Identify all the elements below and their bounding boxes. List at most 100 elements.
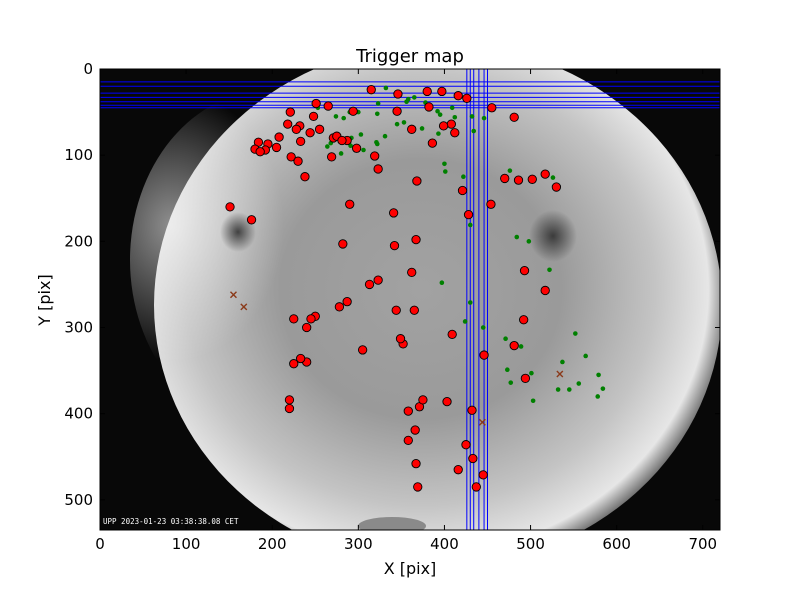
red-trigger-point: [366, 85, 376, 95]
green-trigger-point: [394, 121, 400, 127]
green-trigger-point: [507, 168, 513, 173]
cross-marker: [229, 291, 237, 299]
red-trigger-point: [438, 121, 449, 131]
green-trigger-point: [325, 144, 330, 149]
green-trigger-point: [529, 370, 534, 376]
green-trigger-point: [382, 133, 388, 139]
red-trigger-point: [337, 135, 347, 146]
red-trigger-point: [424, 102, 434, 112]
red-trigger-point: [342, 297, 352, 307]
red-trigger-point: [338, 239, 348, 249]
green-trigger-point: [442, 161, 447, 167]
red-trigger-point: [323, 101, 333, 111]
red-trigger-point: [457, 185, 468, 196]
x-tick-label: 600: [602, 535, 631, 553]
red-trigger-point: [295, 353, 306, 364]
green-trigger-point: [469, 114, 475, 119]
green-trigger-point: [503, 336, 508, 342]
red-trigger-point: [373, 164, 383, 174]
green-trigger-point: [514, 234, 520, 240]
red-trigger-point: [418, 395, 428, 405]
red-trigger-point: [411, 459, 421, 469]
red-trigger-point: [540, 169, 550, 179]
green-trigger-point: [375, 101, 381, 106]
red-trigger-point: [519, 315, 529, 325]
y-tick-label: 500: [64, 491, 93, 509]
cross-marker: [556, 370, 564, 378]
green-trigger-point: [583, 353, 588, 359]
red-trigger-point: [453, 465, 463, 475]
red-trigger-point: [478, 470, 488, 480]
red-trigger-point: [446, 119, 456, 129]
red-trigger-point: [461, 440, 471, 450]
red-trigger-point: [305, 128, 315, 138]
x-tick-label: 200: [258, 535, 287, 553]
red-trigger-point: [289, 359, 299, 369]
red-trigger-point: [486, 199, 496, 209]
red-trigger-point: [471, 482, 481, 492]
chart-title: Trigger map: [355, 46, 464, 67]
green-trigger-point: [461, 174, 466, 180]
green-trigger-point: [526, 239, 532, 244]
red-trigger-point: [409, 305, 419, 315]
y-tick-label: 200: [64, 232, 93, 250]
red-trigger-point: [364, 279, 375, 290]
red-trigger-point: [373, 275, 383, 285]
green-trigger-point: [374, 111, 380, 117]
red-trigger-point: [513, 175, 524, 185]
red-trigger-point: [487, 103, 497, 113]
green-trigger-point: [437, 112, 443, 117]
trigger-points: [225, 85, 606, 492]
x-tick-label: 400: [430, 535, 459, 553]
red-trigger-point: [388, 208, 399, 218]
red-trigger-point: [540, 285, 550, 296]
red-trigger-point: [306, 314, 316, 324]
red-trigger-point: [293, 156, 303, 166]
axis-ticks: 0 100 200 300 400 500 600 700 0 100 200 300 400 500: [64, 60, 720, 553]
x-tick-label: 0: [95, 535, 105, 553]
green-trigger-point: [383, 85, 389, 91]
green-trigger-point: [518, 344, 524, 349]
y-tick-label: 400: [64, 405, 93, 423]
red-trigger-point: [479, 350, 489, 360]
red-trigger-point: [427, 138, 438, 148]
timestamp-label: UPP 2023-01-23 03:38:38.08 CET: [103, 517, 239, 526]
red-trigger-point: [403, 406, 413, 416]
red-trigger-point: [284, 403, 295, 414]
green-trigger-point: [596, 372, 601, 378]
red-trigger-point: [453, 91, 463, 101]
green-trigger-point: [467, 222, 473, 228]
red-trigger-point: [283, 119, 293, 129]
green-trigger-point: [480, 325, 486, 330]
red-trigger-point: [391, 305, 401, 315]
x-tick-label: 500: [516, 535, 545, 553]
red-trigger-point: [407, 124, 417, 134]
red-trigger-point: [255, 147, 265, 157]
red-trigger-point: [509, 112, 519, 122]
red-trigger-point: [284, 395, 295, 405]
red-trigger-point: [519, 265, 530, 276]
red-trigger-point: [393, 89, 403, 99]
red-trigger-point: [348, 106, 358, 116]
red-trigger-point: [412, 176, 422, 186]
red-trigger-point: [274, 132, 284, 142]
red-trigger-point: [442, 396, 452, 407]
cross-marker: [240, 303, 248, 311]
green-trigger-point: [530, 398, 536, 404]
green-trigger-point: [600, 386, 606, 391]
green-trigger-point: [567, 387, 572, 392]
green-trigger-point: [435, 108, 440, 114]
green-trigger-point: [555, 387, 561, 392]
green-trigger-point: [439, 280, 445, 285]
green-trigger-point: [547, 267, 552, 273]
red-trigger-point: [295, 136, 306, 147]
red-trigger-point: [403, 435, 413, 446]
red-trigger-point: [345, 199, 355, 209]
x-tick-label: 100: [172, 535, 201, 553]
red-trigger-point: [551, 182, 562, 192]
green-trigger-point: [405, 96, 411, 102]
x-tick-label: 700: [688, 535, 717, 553]
red-trigger-point: [300, 172, 310, 182]
green-trigger-point: [333, 114, 339, 119]
